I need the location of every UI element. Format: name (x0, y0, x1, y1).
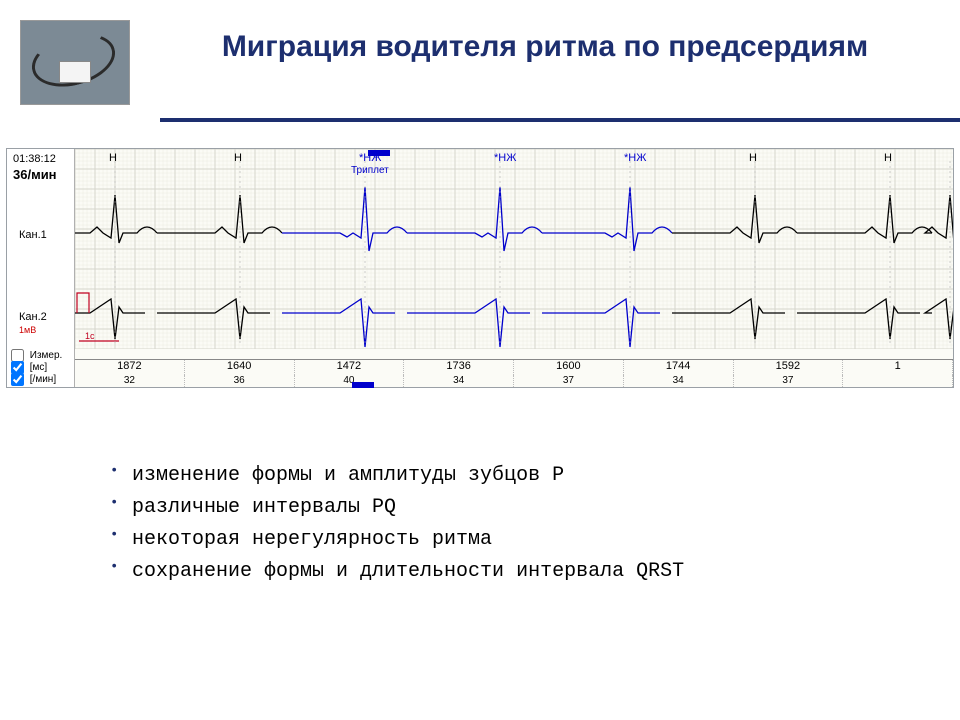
bpm-cell (843, 375, 953, 387)
bpm-cell: 40 (295, 375, 405, 387)
feature-item: изменение формы и амплитуды зубцов Р (110, 460, 920, 492)
feature-item: сохранение формы и длительности интервал… (110, 556, 920, 588)
calibration-label: 1мВ (19, 325, 36, 335)
svg-text:Н: Н (234, 152, 242, 164)
interval-cell: 1472 (295, 360, 405, 375)
checkbox-measure-label: Измер. (30, 350, 63, 361)
bpm-cell: 37 (734, 375, 844, 387)
ecg-panel: 01:38:12 36/мин Кан.1 Кан.2 1мВ Измер. [… (6, 148, 954, 388)
svg-text:Н: Н (109, 152, 117, 164)
bpm-cell: 37 (514, 375, 624, 387)
checkbox-min[interactable]: [/мин] (11, 373, 71, 386)
heart-rate: 36/мин (13, 167, 57, 182)
interval-cell: 1872 (75, 360, 185, 375)
channel-1-label: Кан.1 (19, 229, 47, 241)
cable-graphic (26, 25, 121, 95)
svg-text:Н: Н (884, 152, 892, 164)
svg-text:Н: Н (749, 152, 757, 164)
checkbox-min-label: [/мин] (30, 374, 56, 385)
bpm-cell: 34 (404, 375, 514, 387)
svg-text:*НЖ: *НЖ (624, 152, 646, 164)
checkbox-min-input[interactable] (11, 373, 24, 386)
timestamp: 01:38:12 (13, 153, 56, 165)
bpm-cell: 36 (185, 375, 295, 387)
ecg-waveform: 1сНН*НЖТриплет*НЖ*НЖНН (75, 149, 953, 349)
interval-cell: 1744 (624, 360, 734, 375)
device-graphic (59, 61, 91, 83)
interval-row: 18721640147217361600174415921 (75, 359, 953, 375)
feature-item: некоторая нерегулярность ритма (110, 524, 920, 556)
feature-list: изменение формы и амплитуды зубцов Рразл… (110, 460, 920, 588)
bpm-row: 32364034373437 (75, 375, 953, 387)
interval-cell: 1 (843, 360, 953, 375)
interval-cell: 1600 (514, 360, 624, 375)
checkbox-ms-label: [мс] (30, 362, 47, 373)
interval-cell: 1736 (404, 360, 514, 375)
title-rule (160, 118, 960, 122)
bpm-cell: 34 (624, 375, 734, 387)
svg-text:*НЖ: *НЖ (494, 152, 516, 164)
svg-text:1с: 1с (85, 331, 95, 341)
selection-marker-bottom (352, 382, 374, 388)
interval-cell: 1592 (734, 360, 844, 375)
device-thumbnail (20, 20, 130, 105)
interval-cell: 1640 (185, 360, 295, 375)
svg-text:Триплет: Триплет (351, 165, 389, 176)
ecg-left-labels: 01:38:12 36/мин Кан.1 Кан.2 1мВ Измер. [… (7, 149, 75, 387)
slide-title: Миграция водителя ритма по предсердиям (160, 28, 930, 66)
selection-marker-top (368, 150, 390, 156)
feature-item: различные интервалы PQ (110, 492, 920, 524)
bpm-cell: 32 (75, 375, 185, 387)
channel-2-label: Кан.2 (19, 311, 47, 323)
